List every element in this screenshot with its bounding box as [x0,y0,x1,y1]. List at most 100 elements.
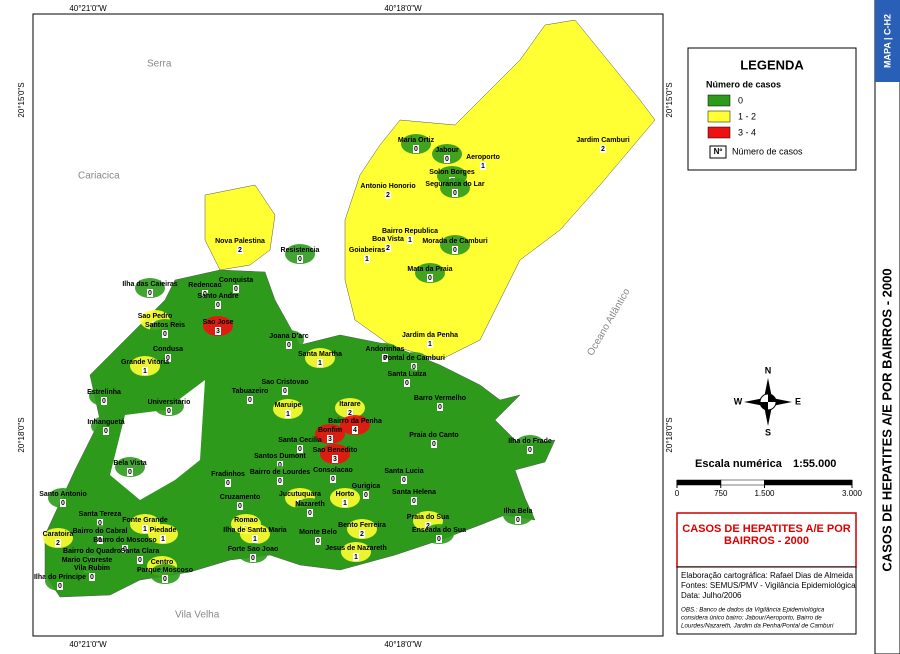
neighborhood-name: Praia do Canto [409,432,458,439]
case-count: 3 [333,456,337,463]
neighborhood-area [515,435,545,455]
case-count: 0 [248,397,252,404]
case-count: 1 [143,526,147,533]
case-box [342,499,348,507]
neighborhood-name: Consolacao [313,467,353,474]
case-count: 0 [287,342,291,349]
neighborhood-name: Antonio Honorio [360,183,415,190]
neighborhood-name: Sao Benedito [313,447,358,454]
case-box [437,403,443,411]
neighborhood-area [347,519,377,539]
case-box [162,575,168,583]
neighborhood-name: Itarare [339,401,361,408]
case-count: 0 [104,428,108,435]
neighborhood-name: Santa Cecilia [278,437,322,444]
case-count: 0 [61,500,65,507]
neighborhood-name: Tabuazeiro [232,388,268,395]
case-count: 0 [331,476,335,483]
neighborhood-name: Solon Borges [429,169,475,176]
coord: 40°21'0"W [69,640,107,649]
credits: Elaboração cartográfica: Rafael Dias de … [681,571,856,630]
legend-symbol-box [709,145,727,159]
neighborhood-name: Santa Helena [392,489,436,496]
case-count: 0 [445,156,449,163]
place: Vila Velha [175,610,220,621]
title-box [676,512,857,568]
scale-tick-label: 3.000 [842,489,863,498]
neighborhood-area [238,543,268,563]
neighborhood-name: Bela Vista [113,460,146,467]
neighborhood-name: Goiabeiras [349,247,385,254]
neighborhood-name: Jesus de Nazareth [325,545,386,552]
case-count: 0 [298,446,302,453]
neighborhood-area [273,399,303,419]
case-box [444,155,450,163]
title: CASOS DE HEPATITES A/E POR BAIRROS - 200… [682,523,851,547]
case-box [250,554,256,562]
neighborhood-area [432,144,462,164]
case-count: 2 [601,146,605,153]
case-box [411,497,417,505]
case-count: 0 [383,355,387,362]
neighborhood-name: Romao [234,517,258,524]
case-count: 0 [414,146,418,153]
case-count: 0 [251,555,255,562]
case-box [55,539,61,547]
neighborhood-area [285,244,315,264]
neighborhood-area [320,444,350,464]
scale-tick-label: 0 [675,489,680,498]
neighborhood-area [415,263,445,283]
coord: 40°18'0"W [384,640,422,649]
case-count: 2 [386,192,390,199]
neighborhood-area [352,244,382,264]
neighborhood-area [203,290,233,310]
neighborhood-name: Redencao [188,282,221,289]
case-count: 0 [123,546,127,553]
neighborhood-area [370,343,400,363]
case-box [327,435,333,443]
coord: 20°18'0"S [665,417,674,452]
case-box [202,290,208,298]
neighborhoods: Maria Ortiz 0 Jabour 0 Aeroporto 1 Jardim Camb… [34,134,630,591]
neighborhood-name: Mata da Praia [407,266,452,273]
case-box [452,246,458,254]
case-box [286,341,292,349]
neighborhood-name: Resistencia [281,247,320,254]
neighborhood-name: Santo Antonio [39,491,87,498]
case-count: 1 [365,256,369,263]
case-box [166,407,172,415]
legend-subtitle: Número de casos [706,79,781,89]
note: Lourdes/Nazareth, Jardim da Penha/Pontal… [681,623,834,630]
neighborhood-area [401,134,431,154]
case-count: 0 [453,190,457,197]
neighborhood-name: Sao Jose [203,319,234,326]
case-box [353,553,359,561]
case-count: 0 [405,380,409,387]
neighborhood-name: Enseada do Sua [412,527,466,534]
neighborhood-name: Santa Clara [121,548,160,555]
scale-segment [764,479,853,486]
case-box [297,255,303,263]
case-count: 0 [234,286,238,293]
strip-top [875,0,900,82]
neighborhood-area [225,235,255,255]
scale-tick-label: 1.500 [754,489,775,498]
legend-classes: 0 1 - 2 3 - 4 [707,94,756,139]
legend-symbol-label: Número de casos [732,146,803,156]
neighborhood-name: Universitario [148,399,191,406]
neighborhood-area [115,457,145,477]
neighborhood-name: Jucutuquara [279,491,321,498]
scale-bar: 0 750 1.500 3.000 [675,479,863,498]
neighborhood-name: Jardim Camburi [576,137,629,144]
case-box [347,409,353,417]
neighborhood-name: Seguranca do Lar [425,181,484,188]
case-box [297,445,303,453]
case-count: 0 [437,536,441,543]
scale-label: Escala numérica [695,458,783,470]
case-count: 2 [348,410,352,417]
neighborhood-name: Sao Cristovao [261,379,308,386]
coord: 20°18'0"S [17,417,26,452]
case-box [515,516,521,524]
neighborhood-area [265,466,295,486]
